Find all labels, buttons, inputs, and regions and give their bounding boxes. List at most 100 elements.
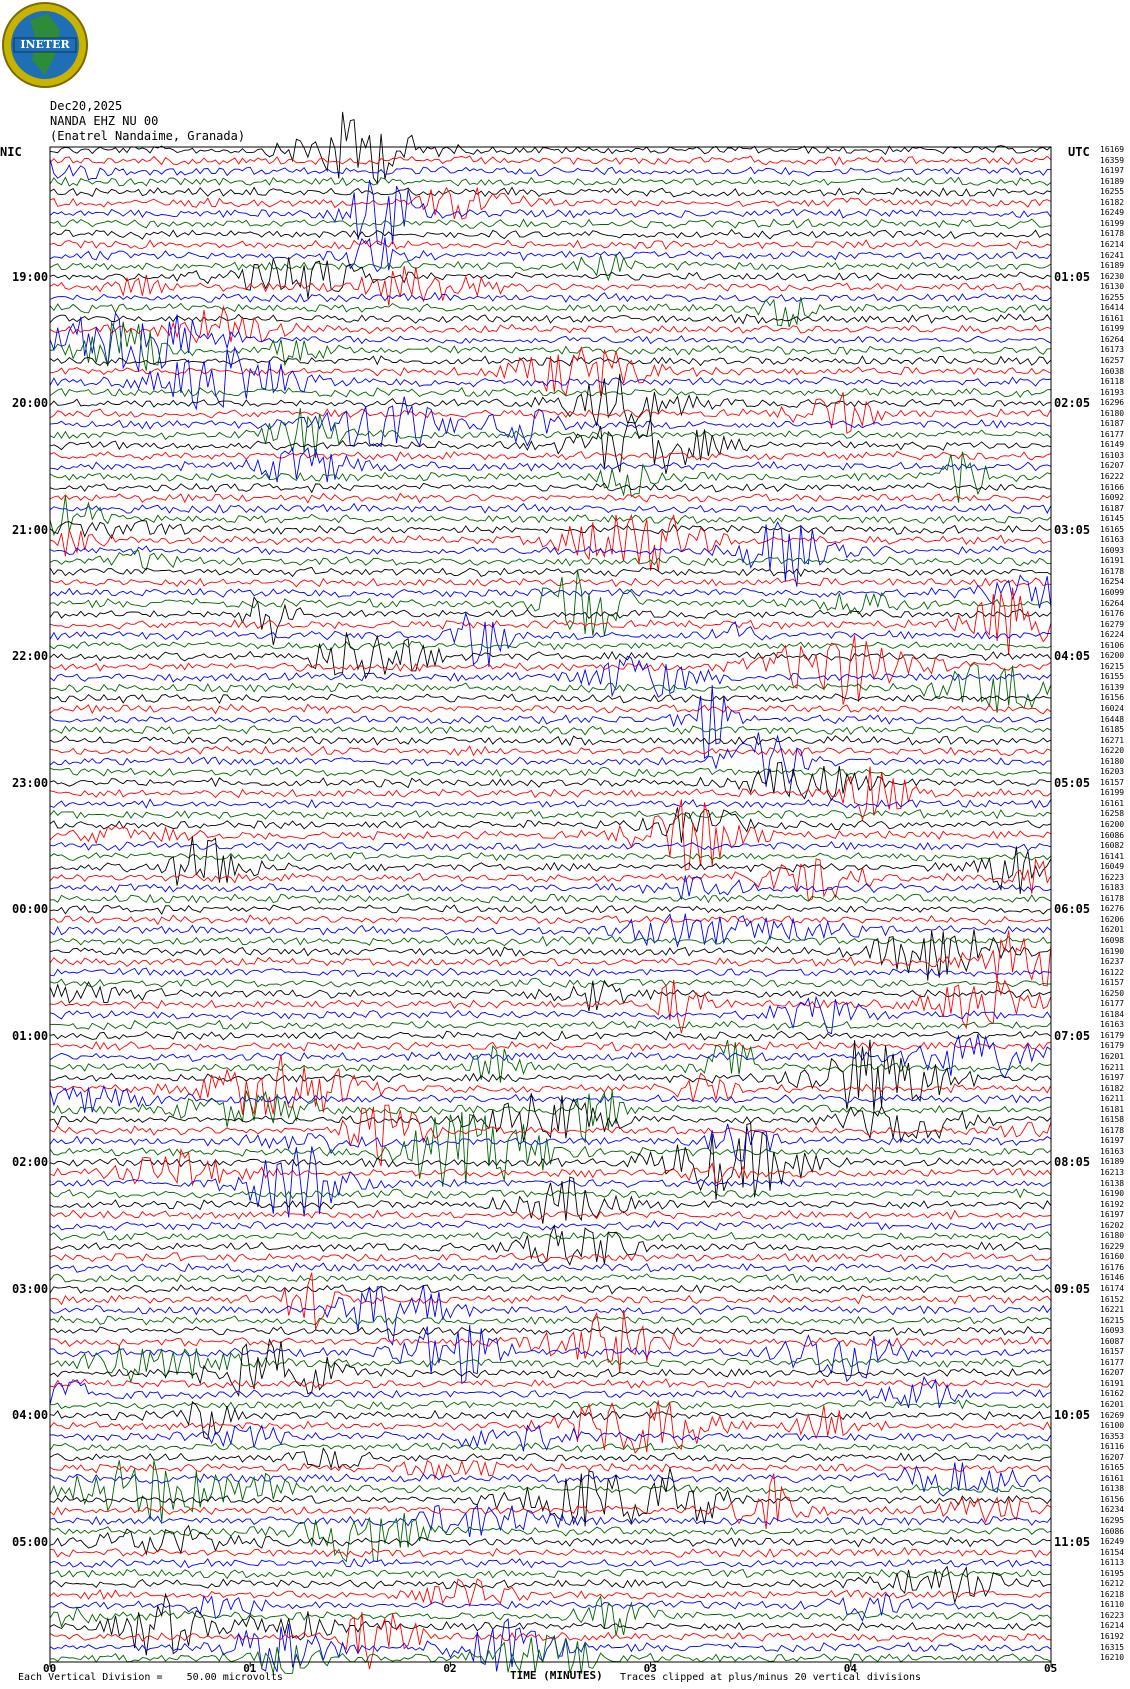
seismic-trace [49, 799, 1052, 871]
trace-value: 16093 [1100, 545, 1125, 555]
x-tick-label: 02 [443, 1662, 457, 1675]
trace-value: 16152 [1100, 1294, 1125, 1304]
trace-value: 16264 [1100, 334, 1125, 344]
seismic-trace [49, 513, 1052, 572]
trace-value: 16110 [1100, 1600, 1125, 1610]
trace-value: 16149 [1100, 440, 1125, 450]
left-time-label: 20:00 [12, 396, 49, 411]
seismic-trace [49, 186, 1052, 198]
seismic-trace [49, 502, 1052, 514]
x-tick-label: 03 [643, 1662, 657, 1675]
seismic-trace [49, 412, 1052, 474]
clip-note: Traces clipped at plus/minus 20 vertical… [620, 1672, 922, 1683]
seismic-trace [49, 1054, 1052, 1115]
seismic-trace [49, 218, 1052, 230]
trace-value: 16098 [1100, 935, 1125, 945]
seismic-trace [49, 1220, 1052, 1231]
trace-value: 16180 [1100, 408, 1125, 418]
trace-value: 16103 [1100, 450, 1125, 460]
trace-value: 16157 [1100, 777, 1125, 787]
seismic-trace [49, 387, 1052, 398]
seismic-trace [49, 766, 1052, 778]
trace-value: 16237 [1100, 957, 1125, 966]
trace-value: 16177 [1100, 999, 1125, 1009]
trace-value: 16138 [1100, 1484, 1125, 1494]
trace-value: 16179 [1100, 1030, 1125, 1040]
seismic-trace [49, 1039, 1052, 1111]
seismic-trace [49, 851, 1052, 862]
seismic-trace [49, 766, 1052, 822]
seismic-trace [49, 1188, 1052, 1200]
seismic-trace [49, 1462, 1052, 1497]
seismic-trace [49, 1524, 1052, 1556]
x-tick-label: 01 [243, 1662, 257, 1675]
left-time-label: 01:00 [12, 1028, 49, 1043]
seismic-trace [49, 1326, 1052, 1337]
trace-value: 16250 [1100, 988, 1125, 998]
seismic-trace [49, 1557, 1052, 1569]
x-tick-label: 04 [843, 1662, 858, 1675]
trace-value: 16163 [1100, 1146, 1125, 1156]
seismic-trace [49, 237, 1052, 273]
seismic-trace [49, 1595, 1052, 1636]
seismic-trace [49, 724, 1052, 736]
left-time-label: 19:00 [12, 269, 49, 284]
trace-value: 16195 [1100, 1568, 1125, 1578]
seismic-trace [49, 291, 1052, 303]
seismic-trace [49, 635, 1052, 705]
seismic-trace [49, 1040, 1052, 1052]
trace-value: 16199 [1100, 324, 1125, 334]
seismic-trace [49, 857, 1052, 902]
logo-text: INETER [20, 38, 70, 51]
seismic-trace [49, 450, 1052, 462]
trace-value: 16221 [1100, 1305, 1125, 1314]
seismic-trace [49, 1473, 1052, 1529]
trace-value: 16199 [1100, 788, 1125, 798]
trace-value: 16211 [1100, 1094, 1125, 1104]
trace-value: 16187 [1100, 419, 1125, 429]
seismic-trace [49, 257, 1052, 299]
trace-value: 16190 [1100, 1189, 1125, 1198]
seismic-trace [49, 1104, 1052, 1167]
seismic-trace [49, 840, 1052, 852]
trace-value: 16086 [1100, 830, 1125, 840]
trace-value: 16024 [1100, 703, 1125, 713]
trace-value: 16162 [1100, 1389, 1125, 1399]
seismic-trace [49, 1146, 1052, 1218]
seismic-trace [49, 977, 1052, 989]
trace-value: 16155 [1100, 672, 1125, 682]
date-label: Dec20,2025 [50, 99, 123, 113]
right-timezone-label: UTC [1068, 145, 1090, 159]
trace-value: 16092 [1100, 493, 1125, 502]
trace-value: 16359 [1100, 155, 1125, 165]
seismic-trace [49, 1030, 1052, 1042]
trace-value: 16241 [1100, 250, 1125, 260]
seismic-trace [49, 550, 1052, 571]
trace-value: 16193 [1100, 387, 1125, 397]
trace-value: 16257 [1100, 355, 1125, 365]
left-time-label: 21:00 [12, 522, 49, 537]
seismic-trace [49, 1123, 1052, 1162]
trace-value: 16179 [1100, 1041, 1125, 1051]
seismic-trace [49, 693, 1052, 705]
trace-value: 16220 [1100, 746, 1125, 756]
seismic-trace [49, 492, 1052, 504]
seismic-trace [49, 798, 1052, 809]
seismic-trace [49, 640, 1052, 651]
seismic-trace [49, 482, 1052, 494]
seismic-trace [49, 995, 1052, 1035]
seismic-trace [49, 1593, 1052, 1622]
trace-value: 16197 [1100, 166, 1125, 176]
seismic-trace [49, 1324, 1052, 1385]
seismic-trace [49, 1272, 1052, 1330]
seismic-trace [49, 1400, 1052, 1454]
seismic-trace [49, 1578, 1052, 1608]
trace-value: 16207 [1100, 461, 1125, 471]
trace-value: 16141 [1100, 851, 1125, 861]
seismic-trace [49, 1262, 1052, 1274]
seismic-trace [49, 313, 1052, 325]
trace-value: 16100 [1100, 1421, 1125, 1430]
trace-value: 16178 [1100, 566, 1125, 576]
seismic-trace [49, 159, 1052, 181]
trace-value: 16161 [1100, 313, 1125, 323]
